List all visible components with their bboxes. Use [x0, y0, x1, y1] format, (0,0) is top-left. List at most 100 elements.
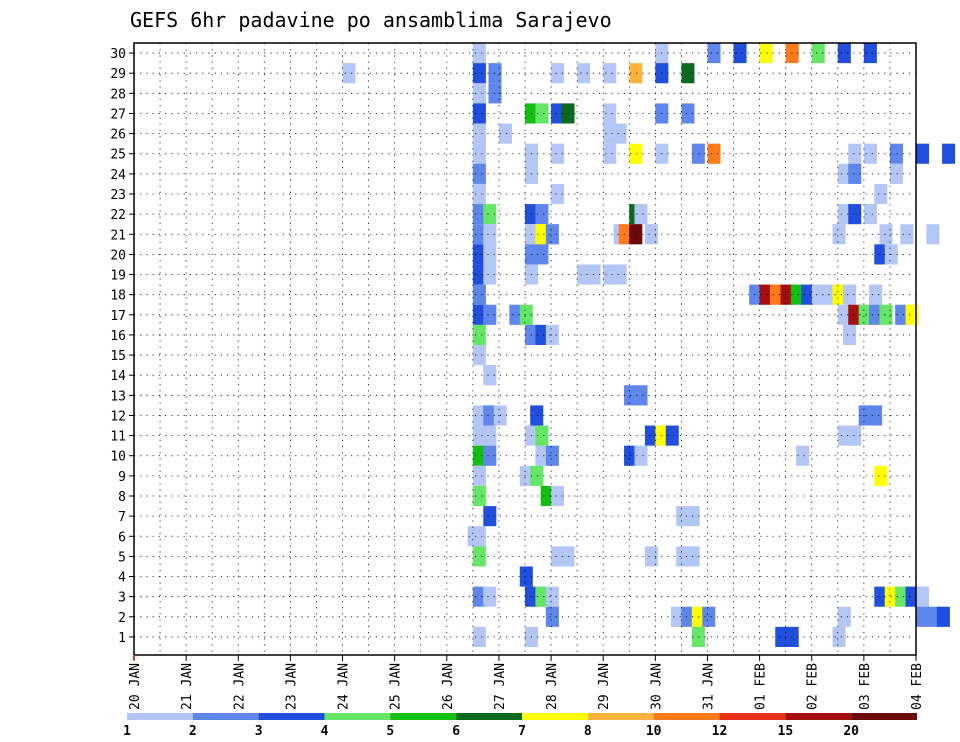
heatmap-cell: [483, 405, 497, 426]
heatmap-cell: [483, 224, 497, 245]
heatmap-cell: [483, 304, 497, 325]
y-tick-label: 15: [110, 349, 126, 364]
heatmap-cell: [681, 606, 695, 627]
heatmap-cell: [498, 123, 512, 144]
heatmap-cell: [545, 445, 559, 466]
heatmap-cell: [530, 465, 544, 486]
heatmap-cell: [895, 304, 909, 325]
heatmap-cell: [545, 224, 559, 245]
heatmap-cell: [472, 244, 486, 265]
heatmap-cell: [874, 183, 888, 205]
y-tick-label: 22: [110, 208, 126, 223]
grid: [133, 43, 917, 655]
heatmap-cell: [472, 224, 486, 245]
y-tick-label: 6: [118, 530, 126, 545]
heatmap-cell: [535, 204, 549, 225]
legend-swatch: [785, 713, 852, 720]
y-tick-label: 26: [110, 128, 126, 143]
heatmap-cell: [848, 304, 862, 325]
heatmap-cell: [472, 103, 486, 124]
heatmap-cell: [483, 244, 497, 265]
heatmap-cell: [472, 586, 486, 607]
heatmap-cell: [874, 465, 888, 486]
x-tick-label: 04 FEB: [910, 663, 925, 710]
chart-title: GEFS 6hr padavine po ansamblima Sarajevo: [130, 8, 612, 32]
heatmap-cell: [916, 143, 930, 164]
y-tick-label: 24: [110, 168, 126, 183]
legend-swatch: [456, 713, 522, 720]
y-tick-label: 23: [110, 188, 126, 203]
heatmap-cell: [900, 224, 914, 245]
y-tick-label: 17: [110, 309, 126, 324]
heatmap-cell: [483, 365, 497, 386]
x-tick-label: 20 JAN: [128, 663, 143, 710]
heatmap-cell: [832, 626, 846, 647]
heatmap-cell: [858, 405, 872, 426]
heatmap-cell: [540, 485, 554, 507]
y-tick-label: 16: [110, 329, 126, 344]
y-tick-label: 28: [110, 87, 126, 102]
heatmap-cell: [644, 546, 658, 567]
legend-label: 2: [189, 724, 197, 739]
legend-swatch: [719, 713, 786, 720]
heatmap-cell: [733, 43, 747, 64]
color-legend: 1 2 3 4 5 6 7 8 10 12 15 20: [123, 713, 917, 739]
heatmap-cell: [603, 103, 617, 124]
y-tick-label: 5: [118, 550, 126, 565]
heatmap-cell: [483, 204, 497, 225]
heatmap-cell: [519, 566, 533, 587]
legend-label: 5: [386, 724, 394, 739]
heatmap-cell: [759, 43, 773, 64]
heatmap-cell: [681, 63, 695, 84]
heatmap-cell: [577, 63, 591, 84]
heatmap-cell: [665, 425, 679, 446]
heatmap-cell: [472, 425, 486, 446]
heatmap-cell: [472, 123, 486, 144]
plot-frame: [133, 42, 917, 656]
legend-swatch: [851, 713, 917, 720]
heatmap-cell: [837, 43, 851, 64]
heatmap-cell: [551, 546, 565, 567]
y-tick-label: 21: [110, 228, 126, 243]
heatmap-cell: [603, 123, 617, 144]
y-tick-label: 29: [110, 67, 126, 82]
heatmap-cell: [535, 445, 549, 466]
heatmap-cell: [535, 224, 549, 245]
y-tick-label: 10: [110, 450, 126, 465]
heatmap-cell: [587, 264, 601, 285]
heatmap-cell: [879, 304, 893, 325]
heatmap-cell: [472, 465, 486, 486]
heatmap-cell: [770, 284, 784, 305]
x-tick-label: 25 JAN: [389, 663, 404, 710]
heatmap-cells: [342, 43, 956, 647]
heatmap-cell: [681, 103, 695, 124]
heatmap-cell: [936, 606, 950, 627]
heatmap-cell: [780, 284, 794, 305]
x-tick-label: 30 JAN: [649, 663, 664, 710]
heatmap-cell: [483, 264, 497, 285]
heatmap-cell: [926, 606, 940, 627]
heatmap-cell: [551, 183, 565, 205]
heatmap-cell: [519, 465, 533, 486]
heatmap-cell: [483, 425, 497, 446]
heatmap-cell: [670, 606, 685, 627]
heatmap-cell: [551, 485, 565, 507]
y-tick-label: 25: [110, 148, 126, 163]
heatmap-cell: [863, 143, 877, 164]
heatmap-cell: [843, 284, 857, 305]
legend-swatch: [324, 713, 391, 720]
legend-label: 6: [452, 724, 460, 739]
heatmap-cell: [509, 304, 523, 325]
heatmap-cell: [530, 405, 544, 426]
heatmap-cell: [483, 586, 497, 607]
heatmap-cell: [472, 345, 486, 366]
heatmap-cell: [869, 304, 883, 325]
heatmap-cell: [483, 506, 497, 527]
heatmap-cell: [472, 284, 486, 305]
heatmap-cell: [613, 264, 627, 285]
heatmap-cell: [702, 606, 716, 627]
heatmap-cell: [545, 586, 559, 607]
heatmap-cell: [843, 324, 857, 345]
heatmap-cell: [644, 224, 658, 245]
x-tick-label: 29 JAN: [597, 663, 612, 710]
